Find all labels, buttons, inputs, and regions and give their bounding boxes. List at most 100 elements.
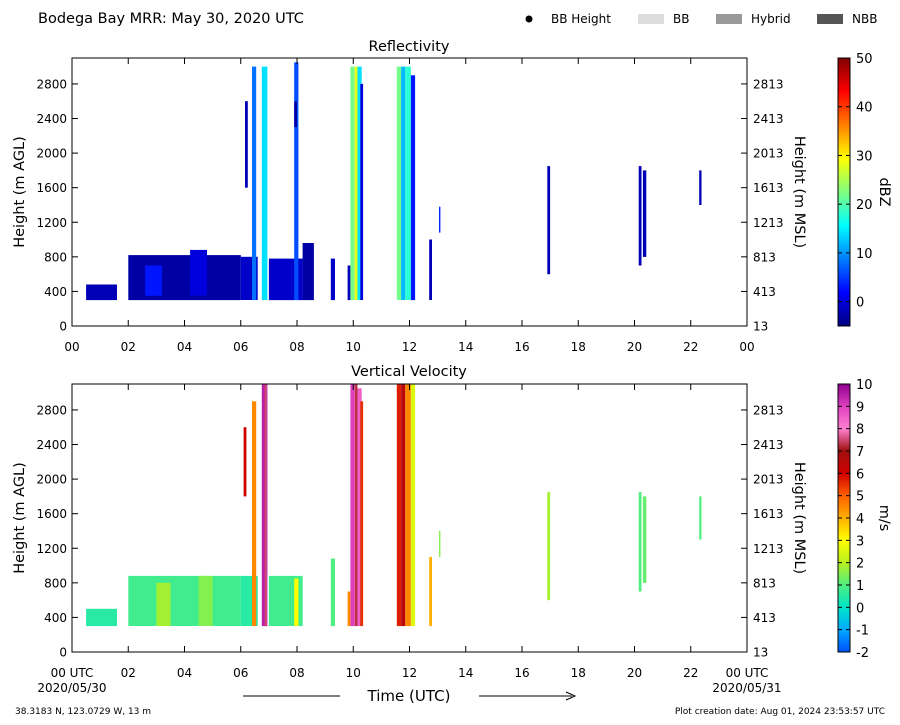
echo-cell (294, 62, 299, 300)
x-tick-label: 22 (683, 340, 698, 354)
echo-cell (252, 401, 257, 627)
reflectivity-x-axis: 00 02 04 06 08 10 12 14 16 18 20 22 00 (64, 58, 755, 354)
echo-cell (252, 66, 257, 300)
y-tick-label: 1600 (36, 507, 67, 521)
echo-cell (294, 101, 297, 128)
echo-cell (396, 66, 401, 300)
colorbar-tick-label: 50 (856, 52, 873, 67)
velocity-title: Vertical Velocity (351, 364, 467, 380)
colorbar-tick-label: 1 (856, 579, 864, 594)
y2-tick-label: 2813 (753, 77, 784, 91)
colorbar-tick-label: 20 (856, 198, 873, 213)
y-tick-label: 400 (44, 285, 67, 299)
echo-cell (405, 384, 411, 627)
colorbar-tick-label: -1 (856, 624, 869, 639)
x-tick-label: 22 (683, 666, 698, 680)
y2-tick-label: 1613 (753, 507, 784, 521)
echo-cell (330, 258, 335, 301)
y2-tick-label: 813 (753, 250, 776, 264)
reflectivity-colorbar-label: dBZ (876, 177, 892, 206)
echo-cell (396, 384, 401, 627)
reflectivity-y-axis: 0 400 800 1200 1600 2000 2400 2800 (36, 77, 78, 334)
nbb-legend-swatch (817, 14, 843, 24)
x-tick-label: 14 (458, 340, 473, 354)
echo-cell (190, 249, 207, 296)
echo-cell (699, 170, 702, 205)
y-tick-label: 2800 (36, 77, 67, 91)
bb-legend-swatch (638, 14, 664, 24)
x-tick-label: 06 (233, 340, 248, 354)
echo-cell (294, 578, 299, 626)
y-tick-label: 0 (59, 646, 67, 660)
x-tick-label: 10 (346, 340, 361, 354)
echo-cell (410, 75, 416, 301)
y2-tick-label: 1613 (753, 181, 784, 195)
colorbar-tick-label: 8 (856, 423, 864, 438)
echo-cell (642, 170, 647, 257)
colorbar-tick-label: 9 (856, 400, 864, 415)
echo-cell (347, 591, 351, 627)
hybrid-legend-swatch (716, 14, 742, 24)
echo-cell (357, 388, 362, 626)
y2-tick-label: 2013 (753, 147, 784, 161)
bb-legend-label: BB (673, 12, 689, 26)
echo-cell (86, 284, 117, 301)
colorbar-tick-label: 40 (856, 101, 873, 116)
colorbar-tick-label: 2 (856, 557, 864, 572)
echo-cell (302, 243, 314, 301)
echo-cell (128, 575, 241, 626)
echo-cell (145, 265, 162, 296)
echo-cell (198, 575, 213, 626)
echo-cell (261, 66, 268, 300)
x-tick-label: 10 (346, 666, 361, 680)
x-tick-label: 18 (571, 666, 586, 680)
hybrid-legend-label: Hybrid (751, 12, 791, 26)
echo-cell (261, 384, 268, 627)
bb-height-legend-dot (525, 15, 533, 23)
creation-date-text: Plot creation date: Aug 01, 2024 23:53:5… (675, 707, 885, 717)
x-tick-label: 20 (627, 340, 642, 354)
echo-cell (699, 496, 702, 540)
echo-cell (642, 496, 647, 583)
x-tick-label: 02 (121, 340, 136, 354)
echo-cell (350, 384, 355, 627)
colorbar-tick-label: 7 (856, 445, 864, 460)
reflectivity-y2-axis: 13 413 813 1213 1613 2013 2413 2813 (741, 77, 784, 334)
velocity-y2label: Height (m MSL) (791, 462, 807, 574)
velocity-colorbar-label: m/s (876, 505, 892, 532)
velocity-colorbar-ticks: -2 -1 0 1 2 3 4 5 6 7 8 9 10 (838, 378, 873, 661)
velocity-y-axis: 0 400 800 1200 1600 2000 2400 2800 (36, 403, 78, 660)
velocity-x-axis: 00 UTC 02 04 06 08 10 12 14 16 18 20 22 00 UTC (51, 384, 768, 680)
y-tick-label: 1600 (36, 181, 67, 195)
velocity-y2-axis: 13 413 813 1213 1613 2013 2413 2813 (741, 403, 784, 660)
echo-cell (638, 492, 642, 592)
echo-cell (360, 401, 364, 627)
y2-tick-label: 413 (753, 611, 776, 625)
echo-cell (156, 582, 171, 626)
echo-cell (354, 66, 358, 300)
reflectivity-colorbar-ticks: 0 10 20 30 40 50 (838, 52, 873, 311)
echo-cell (360, 83, 364, 301)
echo-cell (439, 206, 441, 233)
echo-cell (439, 531, 441, 557)
time-axis-label: Time (UTC) (367, 687, 451, 705)
header-legend: BB Height BB Hybrid NBB (525, 12, 877, 26)
y-tick-label: 2800 (36, 403, 67, 417)
colorbar-tick-label: 0 (856, 296, 864, 311)
echo-cell (429, 239, 432, 300)
y2-tick-label: 13 (753, 320, 768, 334)
colorbar-tick-label: 10 (856, 378, 873, 393)
colorbar-tick-label: 3 (856, 534, 864, 549)
echo-cell (547, 492, 551, 601)
colorbar-tick-label: 30 (856, 149, 873, 164)
y-tick-label: 2000 (36, 147, 67, 161)
echo-cell (401, 66, 406, 300)
x-tick-label: 20 (627, 666, 642, 680)
x-tick-label: 16 (514, 340, 529, 354)
end-date: 2020/05/31 (712, 681, 781, 695)
velocity-cells (86, 384, 702, 627)
y2-tick-label: 2413 (753, 438, 784, 452)
x-tick-label: 06 (233, 666, 248, 680)
time-arrow-head (565, 691, 577, 701)
